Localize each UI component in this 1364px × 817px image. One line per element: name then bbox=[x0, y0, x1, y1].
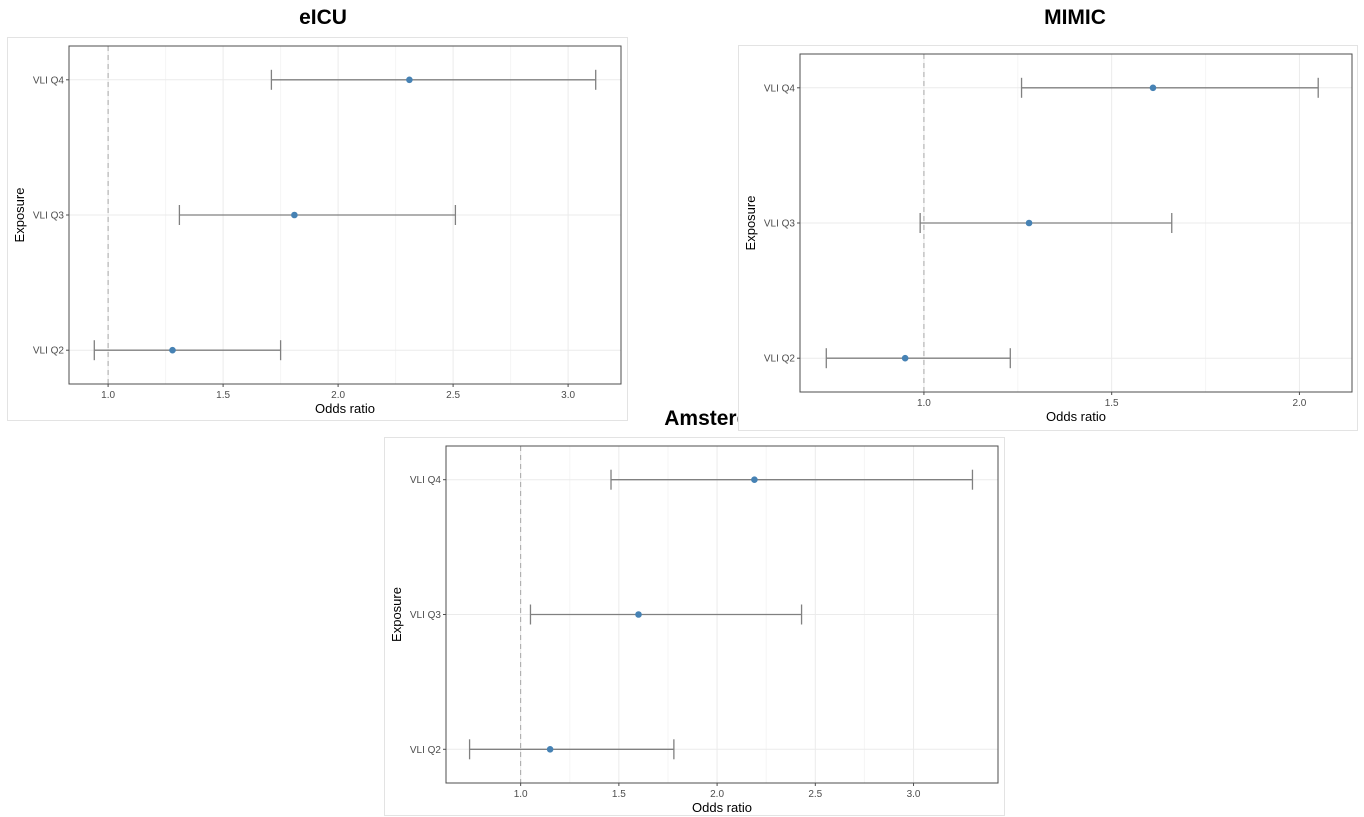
x-tick-label: 2.0 bbox=[1292, 398, 1306, 409]
y-tick-label: VLI Q3 bbox=[33, 211, 65, 222]
x-axis-title: Odds ratio bbox=[1046, 409, 1106, 424]
x-tick-label: 1.5 bbox=[1105, 398, 1119, 409]
or-point bbox=[291, 211, 298, 219]
x-tick-label: 3.0 bbox=[907, 789, 921, 800]
or-point bbox=[1025, 219, 1033, 227]
y-axis-title: Exposure bbox=[743, 196, 758, 251]
chart-title-eicu: eICU bbox=[299, 6, 347, 29]
x-axis-title: Odds ratio bbox=[315, 401, 375, 416]
y-tick-label: VLI Q2 bbox=[33, 346, 65, 357]
y-tick-label: VLI Q4 bbox=[33, 75, 65, 86]
x-axis-title: Odds ratio bbox=[692, 800, 752, 815]
forest-plot-amsterdam: VLI Q4 VLI Q3 VLI Q2 1.0 1.5 2.0 2.5 3.0 Odds ra… bbox=[384, 437, 1005, 816]
x-tick-label: 1.5 bbox=[612, 789, 626, 800]
chart-title-mimic: MIMIC bbox=[1044, 6, 1106, 29]
or-point bbox=[406, 76, 413, 84]
y-tick-label: VLI Q2 bbox=[764, 354, 796, 365]
y-axis-title: Exposure bbox=[389, 587, 404, 642]
or-point bbox=[546, 746, 554, 753]
or-point bbox=[635, 611, 642, 618]
forest-plot-mimic-svg: VLI Q4 VLI Q3 VLI Q2 1.0 1.5 2.0 Odds ratio Exp… bbox=[743, 53, 1353, 424]
y-tick-label: VLI Q4 bbox=[410, 475, 442, 486]
or-point bbox=[901, 354, 909, 362]
x-tick-label: 3.0 bbox=[561, 390, 575, 401]
x-tick-label: 2.5 bbox=[446, 390, 460, 401]
or-point bbox=[751, 476, 758, 483]
forest-plot-eicu-svg: VLI Q4 VLI Q3 VLI Q2 1.0 1.5 2.0 2.5 3.0 Odds ra… bbox=[12, 45, 622, 416]
x-tick-label: 1.0 bbox=[514, 789, 528, 800]
y-tick-label: VLI Q3 bbox=[764, 219, 796, 230]
x-tick-label: 2.0 bbox=[331, 390, 345, 401]
x-tick-label: 1.0 bbox=[917, 398, 931, 409]
forest-plot-mimic: VLI Q4 VLI Q3 VLI Q2 1.0 1.5 2.0 Odds ratio Exp… bbox=[738, 45, 1358, 431]
forest-plot-amsterdam-svg: VLI Q4 VLI Q3 VLI Q2 1.0 1.5 2.0 2.5 3.0 Odds ra… bbox=[389, 445, 999, 815]
y-tick-label: VLI Q3 bbox=[410, 610, 442, 621]
y-axis-title: Exposure bbox=[12, 188, 27, 243]
x-tick-label: 2.5 bbox=[808, 789, 822, 800]
x-tick-label: 2.0 bbox=[710, 789, 724, 800]
y-tick-label: VLI Q2 bbox=[410, 745, 442, 756]
forest-plot-eicu: VLI Q4 VLI Q3 VLI Q2 1.0 1.5 2.0 2.5 3.0 Odds ra… bbox=[7, 37, 628, 421]
or-point bbox=[1149, 84, 1157, 92]
x-tick-label: 1.0 bbox=[101, 390, 115, 401]
x-tick-label: 1.5 bbox=[216, 390, 230, 401]
or-point bbox=[169, 346, 176, 354]
y-tick-label: VLI Q4 bbox=[764, 83, 796, 94]
